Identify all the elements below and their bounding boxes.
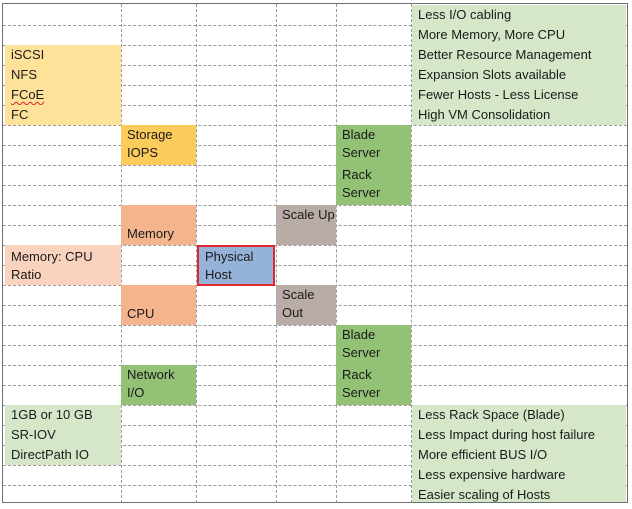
- network-option-cell: SR-IOV: [5, 425, 121, 445]
- grid-outer-border: [2, 3, 628, 503]
- storage-protocol-cell: iSCSI: [5, 45, 121, 65]
- blade-server-node: Blade Server: [336, 125, 411, 165]
- benefit-top-cell: Expansion Slots available: [412, 65, 626, 85]
- network-option-cell: DirectPath IO: [5, 445, 121, 465]
- scale-up-node: Scale Up: [276, 205, 336, 245]
- benefit-top-cell: More Memory, More CPU: [412, 25, 626, 45]
- scale-out-node: Scale Out: [276, 285, 336, 325]
- rack-server-node: Rack Server: [336, 165, 411, 205]
- physical-host-node: Physical Host: [197, 245, 275, 286]
- grid-horizontal-line: [3, 245, 627, 246]
- benefit-top-cell: Fewer Hosts - Less License: [412, 85, 626, 105]
- grid-horizontal-line: [3, 45, 627, 46]
- network-option-cell: 1GB or 10 GB: [5, 405, 121, 425]
- grid-vertical-line: [411, 4, 412, 503]
- benefit-top-cell: Less I/O cabling: [412, 5, 626, 25]
- grid-horizontal-line: [3, 165, 627, 166]
- network-io-node: Network I/O: [121, 365, 196, 405]
- grid-horizontal-line: [3, 85, 627, 86]
- benefit-bottom-cell: Easier scaling of Hosts: [412, 485, 626, 503]
- grid-horizontal-line: [3, 445, 627, 446]
- storage-protocol-label: FCoE: [11, 87, 45, 102]
- grid-vertical-line: [336, 4, 337, 503]
- memory-node: Memory: [121, 205, 196, 245]
- blade-server-node: Blade Server: [336, 325, 411, 365]
- grid-horizontal-line: [3, 465, 627, 466]
- grid-horizontal-line: [3, 385, 627, 386]
- rack-server-node: Rack Server: [336, 365, 411, 405]
- grid-horizontal-line: [3, 185, 627, 186]
- grid-horizontal-line: [3, 25, 627, 26]
- grid-vertical-line: [121, 4, 122, 503]
- grid-horizontal-line: [3, 65, 627, 66]
- grid-horizontal-line: [3, 345, 627, 346]
- grid-vertical-line: [196, 4, 197, 503]
- grid-horizontal-line: [3, 405, 627, 406]
- grid-horizontal-line: [3, 145, 627, 146]
- storage-protocol-cell: NFS: [5, 65, 121, 85]
- grid-horizontal-line: [3, 325, 627, 326]
- benefit-top-cell: Better Resource Management: [412, 45, 626, 65]
- storage-iops-node: Storage IOPS: [121, 125, 196, 165]
- memory-cpu-ratio-node: Memory: CPU Ratio: [5, 245, 121, 285]
- benefit-bottom-cell: Less Impact during host failure: [412, 425, 626, 445]
- benefit-bottom-cell: More efficient BUS I/O: [412, 445, 626, 465]
- grid-horizontal-line: [3, 125, 627, 126]
- storage-protocol-cell: FC: [5, 105, 121, 125]
- benefit-bottom-cell: Less expensive hardware: [412, 465, 626, 485]
- grid-horizontal-line: [3, 485, 627, 486]
- grid-vertical-line: [276, 4, 277, 503]
- storage-protocol-cell: FCoE: [5, 85, 121, 105]
- grid-horizontal-line: [3, 365, 627, 366]
- grid-horizontal-line: [3, 425, 627, 426]
- grid-horizontal-line: [3, 105, 627, 106]
- grid-horizontal-line: [3, 265, 627, 266]
- cpu-node: CPU: [121, 285, 196, 325]
- benefit-bottom-cell: Less Rack Space (Blade): [412, 405, 626, 425]
- benefit-top-cell: High VM Consolidation: [412, 105, 626, 125]
